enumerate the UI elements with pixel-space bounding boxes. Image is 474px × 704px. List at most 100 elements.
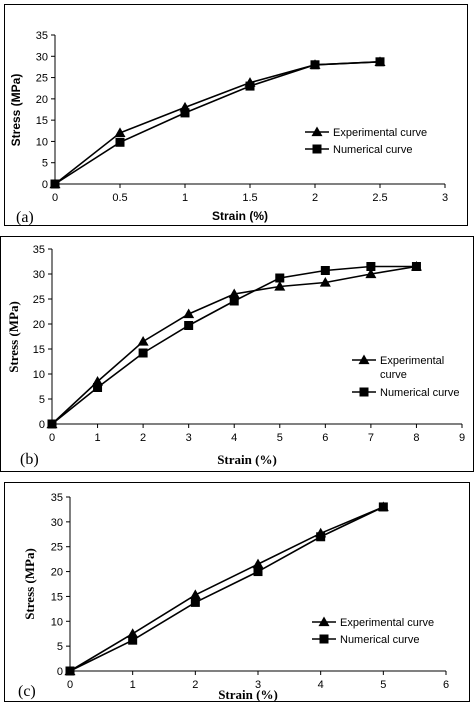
data-point-triangle [189, 589, 201, 600]
y-tick-label: 5 [39, 394, 45, 406]
data-point-square [275, 273, 285, 283]
y-tick-label: 30 [33, 269, 45, 281]
legend-marker-triangle [318, 616, 330, 627]
y-tick-label: 20 [51, 567, 63, 579]
y-tick-label: 35 [33, 244, 45, 256]
y-tick-label: 5 [42, 158, 48, 170]
legend-label: Numerical curve [333, 144, 412, 156]
series-numerical [65, 502, 388, 676]
x-tick-label: 6 [443, 679, 449, 691]
y-axis-title: Stress (MPa) [22, 548, 37, 620]
data-point-triangle [319, 277, 331, 287]
data-point-triangle [274, 281, 286, 291]
panel-label: (a) [16, 209, 34, 226]
y-tick-label: 10 [33, 369, 45, 381]
legend-item: Experimental curve [352, 354, 444, 381]
y-tick-label: 20 [36, 94, 48, 106]
data-point-square [378, 502, 388, 512]
x-tick-label: 3 [442, 192, 448, 204]
data-point-square [115, 137, 125, 147]
chart-panel-a: 0 5 10 15 20 25 30 35 0 0.5 1 1.5 2 2.5 3 Strain (%) Str… [0, 0, 474, 228]
legend-item: Numerical curve [352, 387, 459, 399]
data-point-square [47, 419, 57, 429]
legend-label: Experimental curve [333, 127, 427, 139]
x-tick-label: 2 [312, 192, 318, 204]
x-tick-label: 4 [231, 432, 237, 444]
data-point-triangle [365, 268, 377, 279]
series-numerical [47, 262, 421, 429]
x-axis-title: Strain (%) [212, 209, 268, 223]
chart-panel-c: 0 5 10 15 20 25 30 35 0 1 2 3 4 5 6 Strain (%) Stress (M… [0, 480, 474, 704]
legend-label: Numerical curve [380, 387, 459, 399]
y-tick-label: 15 [33, 344, 45, 356]
data-point-square [180, 108, 190, 118]
data-point-square [320, 266, 330, 275]
series-line [69, 506, 384, 672]
legend-label: Experimental curve [380, 355, 444, 381]
data-point-square [229, 296, 239, 306]
x-axis-title: Strain (%) [218, 687, 278, 702]
x-tick-label: 3 [186, 432, 192, 444]
x-tick-label: 0 [49, 432, 55, 444]
chart-panel-b: 0 5 10 15 20 25 30 35 0 1 2 3 4 5 6 7 8 9 Strain (%) Stress… [0, 232, 474, 476]
data-point-square [128, 635, 138, 645]
y-tick-label: 0 [42, 179, 48, 191]
series-experimental [64, 501, 389, 676]
data-point-square [245, 81, 255, 91]
data-point-square [50, 179, 60, 189]
chart-frame [4, 4, 468, 226]
data-point-square [65, 666, 75, 676]
y-tick-label: 20 [33, 319, 45, 331]
y-tick-label: 35 [36, 30, 48, 42]
data-point-triangle [137, 336, 149, 346]
data-point-square [375, 57, 385, 67]
y-tick-label: 30 [51, 517, 63, 529]
y-tick-label: 25 [51, 542, 63, 554]
x-tick-label: 7 [368, 432, 374, 444]
y-tick-label: 15 [36, 115, 48, 127]
data-point-triangle [252, 558, 264, 569]
x-tick-label: 1 [182, 192, 188, 204]
legend-marker-triangle [311, 126, 323, 137]
y-tick-label: 15 [51, 591, 63, 603]
data-point-square [93, 383, 103, 392]
y-tick-label: 10 [51, 616, 63, 628]
data-point-triangle [183, 308, 195, 319]
data-point-square [316, 532, 326, 542]
y-tick-label: 30 [36, 51, 48, 63]
legend-marker-square [312, 144, 322, 154]
x-tick-label: 0 [67, 679, 73, 691]
legend-item: Numerical curve [305, 144, 412, 156]
y-axis-title: Stress (MPa) [6, 301, 21, 373]
legend-item: Experimental curve [312, 616, 434, 629]
y-tick-label: 25 [33, 294, 45, 306]
legend-label-line: curve [380, 369, 407, 381]
legend-item: Experimental curve [305, 126, 427, 139]
data-point-triangle [228, 288, 240, 299]
series-line [69, 506, 384, 672]
x-tick-label: 0.5 [112, 192, 127, 204]
x-axis-title: Strain (%) [217, 452, 277, 467]
data-point-square [138, 348, 148, 358]
x-tick-label: 1 [130, 679, 136, 691]
y-tick-label: 5 [57, 641, 63, 653]
legend-marker-triangle [358, 354, 370, 365]
panel-label: (b) [20, 451, 39, 468]
x-tick-label: 5 [380, 679, 386, 691]
x-tick-label: 0 [52, 192, 58, 204]
x-tick-label: 5 [277, 432, 283, 444]
data-point-square [184, 321, 194, 330]
x-tick-label: 1 [94, 432, 100, 444]
x-tick-label: 6 [322, 432, 328, 444]
legend-item: Numerical curve [312, 634, 419, 646]
series-line [54, 61, 381, 185]
chart-c-svg: 0 5 10 15 20 25 30 35 0 1 2 3 4 5 6 Strain (%) Stress (M… [18, 492, 449, 702]
data-point-square [190, 597, 200, 607]
y-tick-label: 10 [36, 136, 48, 148]
x-tick-label: 1.5 [242, 192, 257, 204]
x-tick-label: 3 [255, 679, 261, 691]
data-point-triangle [127, 628, 139, 638]
x-tick-label: 2 [192, 679, 198, 691]
x-tick-label: 2 [140, 432, 146, 444]
legend-marker-square [359, 387, 369, 397]
